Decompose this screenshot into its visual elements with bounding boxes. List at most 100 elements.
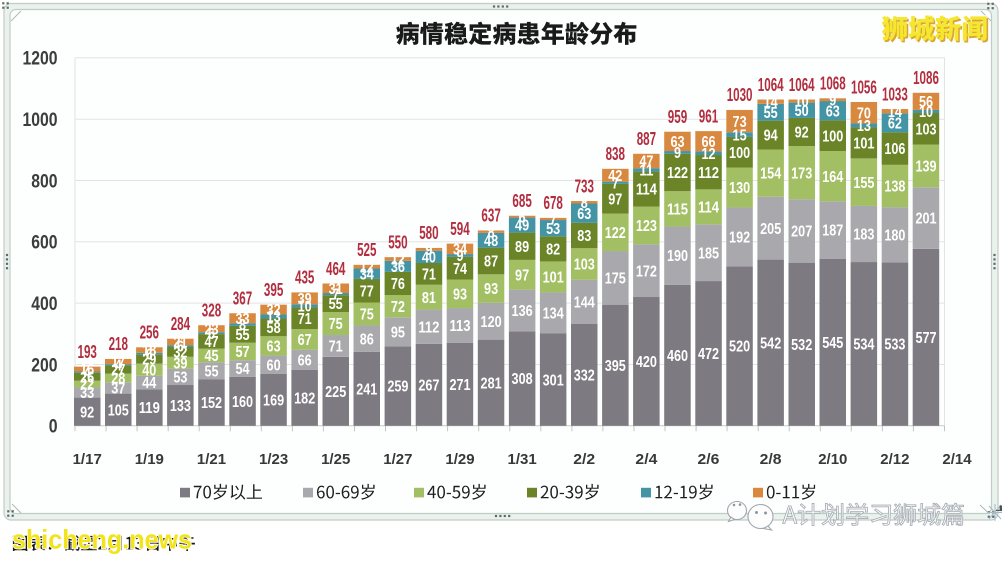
svg-text:113: 113	[449, 318, 470, 335]
svg-text:130: 130	[729, 180, 750, 197]
svg-text:13: 13	[857, 118, 871, 135]
svg-text:10: 10	[795, 94, 809, 111]
svg-text:187: 187	[822, 223, 843, 240]
svg-text:8: 8	[239, 317, 246, 334]
svg-text:75: 75	[329, 316, 343, 333]
svg-text:103: 103	[915, 121, 936, 138]
svg-text:92: 92	[795, 125, 809, 142]
svg-text:40: 40	[142, 362, 156, 379]
svg-text:6: 6	[519, 209, 526, 226]
svg-text:75: 75	[360, 307, 374, 324]
svg-text:71: 71	[298, 311, 312, 328]
svg-text:1/21: 1/21	[197, 451, 226, 468]
svg-text:225: 225	[325, 384, 346, 401]
svg-text:144: 144	[574, 295, 595, 312]
svg-text:533: 533	[884, 337, 905, 354]
svg-text:77: 77	[360, 283, 374, 300]
svg-text:103: 103	[574, 257, 595, 274]
svg-text:93: 93	[453, 286, 467, 303]
svg-text:123: 123	[636, 218, 657, 235]
svg-text:36: 36	[391, 259, 405, 276]
svg-text:887: 887	[637, 129, 656, 149]
svg-text:115: 115	[667, 202, 688, 219]
svg-text:1/23: 1/23	[259, 451, 288, 468]
svg-text:48: 48	[484, 233, 498, 250]
svg-text:637: 637	[481, 206, 500, 226]
svg-text:175: 175	[605, 271, 626, 288]
svg-text:55: 55	[235, 327, 249, 344]
svg-text:200: 200	[31, 355, 57, 376]
svg-text:63: 63	[826, 103, 840, 120]
svg-text:577: 577	[915, 330, 936, 347]
svg-text:183: 183	[853, 227, 874, 244]
svg-text:678: 678	[544, 193, 563, 213]
svg-text:55: 55	[204, 363, 218, 380]
svg-text:31: 31	[329, 281, 343, 298]
svg-text:49: 49	[515, 218, 529, 235]
svg-text:1/19: 1/19	[135, 451, 164, 468]
svg-text:550: 550	[388, 232, 407, 252]
svg-text:29: 29	[142, 352, 156, 369]
svg-text:7: 7	[332, 287, 339, 304]
svg-text:1030: 1030	[727, 85, 753, 105]
svg-text:66: 66	[298, 353, 312, 370]
svg-text:70: 70	[857, 105, 871, 122]
svg-text:37: 37	[111, 381, 125, 398]
svg-text:54: 54	[235, 361, 249, 378]
svg-text:460: 460	[667, 348, 688, 365]
svg-text:40: 40	[422, 250, 436, 267]
svg-text:525: 525	[357, 240, 376, 260]
svg-text:328: 328	[202, 301, 221, 321]
svg-text:2/12: 2/12	[880, 451, 909, 468]
svg-text:44: 44	[142, 375, 156, 392]
svg-text:97: 97	[608, 191, 622, 208]
svg-text:256: 256	[140, 323, 159, 343]
svg-text:10: 10	[919, 104, 933, 121]
svg-text:57: 57	[235, 344, 249, 361]
svg-text:53: 53	[173, 370, 187, 387]
svg-text:400: 400	[31, 294, 57, 315]
svg-text:7: 7	[550, 212, 557, 229]
svg-text:2/6: 2/6	[698, 451, 720, 468]
svg-text:542: 542	[760, 335, 781, 352]
svg-text:82: 82	[546, 242, 560, 259]
svg-text:53: 53	[546, 221, 560, 238]
svg-text:94: 94	[764, 128, 778, 145]
svg-text:60: 60	[267, 357, 281, 374]
svg-text:63: 63	[670, 134, 684, 151]
svg-text:281: 281	[481, 375, 502, 392]
svg-text:67: 67	[298, 332, 312, 349]
svg-text:152: 152	[201, 395, 222, 412]
svg-text:1086: 1086	[913, 68, 939, 88]
svg-text:138: 138	[884, 179, 905, 196]
svg-text:271: 271	[449, 377, 470, 394]
svg-text:155: 155	[853, 175, 874, 192]
svg-text:6: 6	[146, 346, 153, 363]
svg-text:39: 39	[298, 291, 312, 308]
svg-text:32: 32	[173, 345, 187, 362]
svg-text:1064: 1064	[758, 75, 784, 95]
svg-text:63: 63	[577, 206, 591, 223]
svg-text:685: 685	[512, 191, 531, 211]
svg-text:95: 95	[391, 324, 405, 341]
svg-text:218: 218	[109, 334, 128, 354]
svg-text:134: 134	[543, 306, 564, 323]
svg-text:259: 259	[387, 379, 408, 396]
svg-text:800: 800	[31, 171, 57, 192]
svg-text:86: 86	[360, 331, 374, 348]
svg-text:16: 16	[80, 362, 94, 379]
svg-text:173: 173	[791, 165, 812, 182]
svg-text:267: 267	[418, 378, 439, 395]
svg-text:959: 959	[668, 107, 687, 127]
svg-text:332: 332	[574, 368, 595, 385]
svg-text:169: 169	[263, 393, 284, 410]
svg-text:9: 9	[425, 242, 432, 259]
svg-text:33: 33	[235, 311, 249, 328]
svg-text:6: 6	[177, 339, 184, 356]
svg-text:71: 71	[422, 267, 436, 284]
svg-text:2/8: 2/8	[760, 451, 782, 468]
svg-text:164: 164	[822, 169, 843, 186]
svg-text:122: 122	[667, 165, 688, 182]
svg-text:112: 112	[418, 319, 439, 336]
svg-text:100: 100	[729, 145, 750, 162]
